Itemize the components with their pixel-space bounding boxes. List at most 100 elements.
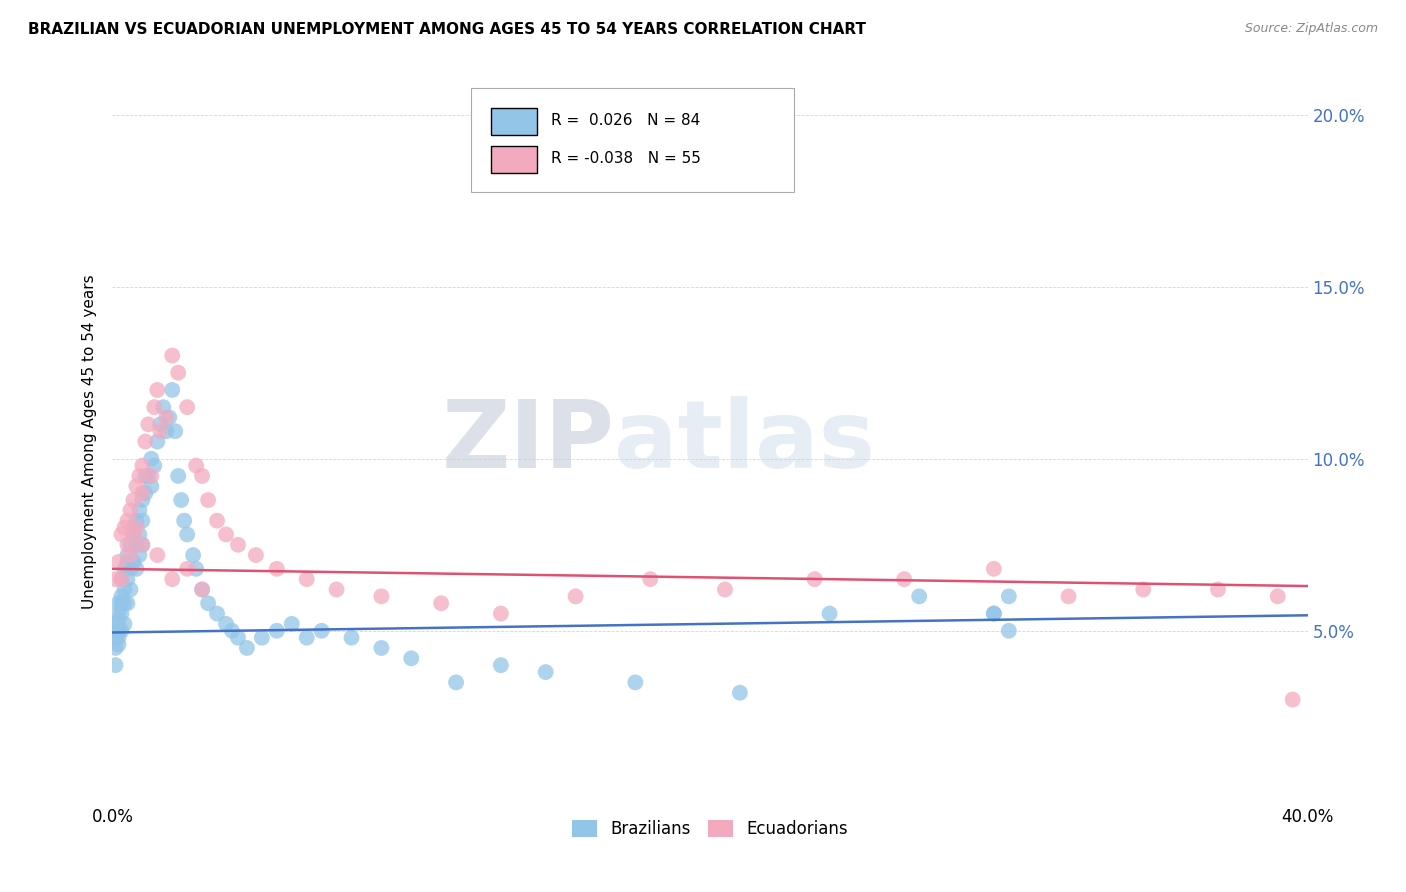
Text: ZIP: ZIP xyxy=(441,395,614,488)
Point xyxy=(104,640,127,655)
Point xyxy=(489,607,512,621)
Point xyxy=(714,582,737,597)
Point xyxy=(155,410,177,425)
Point xyxy=(146,548,169,562)
Point xyxy=(134,469,156,483)
Point xyxy=(191,582,214,597)
Point xyxy=(1206,582,1229,597)
Point xyxy=(120,582,142,597)
Point xyxy=(117,555,139,569)
Point xyxy=(983,562,1005,576)
Point xyxy=(162,572,183,586)
Point xyxy=(226,631,249,645)
Point xyxy=(162,383,183,397)
Point xyxy=(205,514,228,528)
Point xyxy=(110,624,132,638)
Point xyxy=(141,479,163,493)
Point xyxy=(236,640,259,655)
Point xyxy=(191,582,214,597)
Point xyxy=(401,651,423,665)
Point xyxy=(155,424,177,438)
Point xyxy=(1057,590,1080,604)
Point xyxy=(104,658,127,673)
Point xyxy=(998,590,1021,604)
Point xyxy=(181,548,204,562)
Point xyxy=(134,486,156,500)
Point xyxy=(266,624,288,638)
Point xyxy=(141,469,163,483)
Point xyxy=(104,572,127,586)
Point xyxy=(125,514,148,528)
Point xyxy=(110,527,132,541)
Point xyxy=(295,572,318,586)
Text: Source: ZipAtlas.com: Source: ZipAtlas.com xyxy=(1244,22,1378,36)
Point xyxy=(370,590,392,604)
Point xyxy=(122,527,145,541)
Point xyxy=(110,607,132,621)
Point xyxy=(281,616,304,631)
Point xyxy=(114,616,135,631)
Point xyxy=(167,469,190,483)
Point xyxy=(138,469,160,483)
Y-axis label: Unemployment Among Ages 45 to 54 years: Unemployment Among Ages 45 to 54 years xyxy=(82,274,97,609)
Point xyxy=(125,479,148,493)
Point xyxy=(128,503,150,517)
Point xyxy=(107,631,129,645)
Point xyxy=(120,503,142,517)
Point xyxy=(170,493,193,508)
Point xyxy=(215,616,238,631)
Point xyxy=(197,493,219,508)
Point xyxy=(165,424,187,438)
Point xyxy=(176,562,198,576)
Point xyxy=(125,562,148,576)
Point xyxy=(173,514,195,528)
Point xyxy=(167,366,190,380)
FancyBboxPatch shape xyxy=(491,146,537,173)
Point xyxy=(340,631,363,645)
Point xyxy=(120,548,142,562)
Point xyxy=(117,538,139,552)
Point xyxy=(489,658,512,673)
Point xyxy=(311,624,333,638)
Point xyxy=(1267,590,1289,604)
Point xyxy=(1281,692,1303,706)
FancyBboxPatch shape xyxy=(491,108,537,136)
Point xyxy=(205,607,228,621)
Point xyxy=(803,572,825,586)
Point xyxy=(370,640,392,655)
Point xyxy=(122,520,145,534)
Point xyxy=(110,572,132,586)
Point xyxy=(122,493,145,508)
Point xyxy=(128,527,150,541)
Point xyxy=(141,451,163,466)
Point xyxy=(215,527,238,541)
Point xyxy=(295,631,318,645)
Text: atlas: atlas xyxy=(614,395,876,488)
Legend: Brazilians, Ecuadorians: Brazilians, Ecuadorians xyxy=(565,814,855,845)
Point xyxy=(983,607,1005,621)
Point xyxy=(186,458,208,473)
Point xyxy=(146,383,169,397)
Point xyxy=(908,590,931,604)
Point xyxy=(107,555,129,569)
Point xyxy=(444,675,467,690)
Point xyxy=(149,424,172,438)
Point xyxy=(125,520,148,534)
Point xyxy=(818,607,841,621)
Point xyxy=(176,400,198,414)
Point xyxy=(131,486,153,500)
Point xyxy=(107,638,129,652)
Point xyxy=(176,527,198,541)
Point xyxy=(120,538,142,552)
Point xyxy=(564,590,586,604)
Point xyxy=(122,527,145,541)
Point xyxy=(117,548,139,562)
Point xyxy=(110,572,132,586)
Point xyxy=(131,538,153,552)
Point xyxy=(157,410,180,425)
Point xyxy=(131,458,153,473)
Point xyxy=(117,596,139,610)
Point xyxy=(197,596,219,610)
Point xyxy=(134,434,156,449)
Point xyxy=(122,555,145,569)
